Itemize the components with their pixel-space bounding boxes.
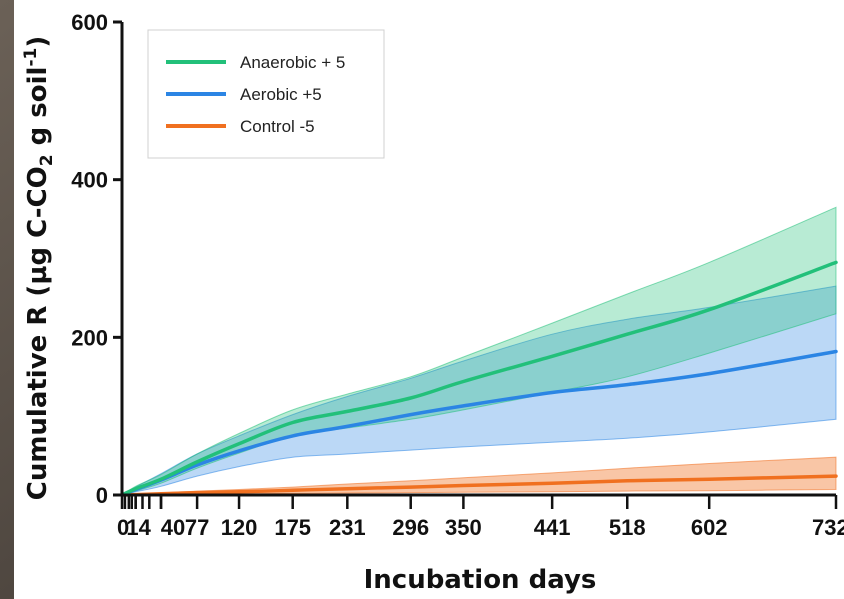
y-tick-label: 400 [71,168,108,193]
x-tick-label: 602 [691,515,728,540]
y-tick-label: 0 [96,483,108,508]
legend-label-2: Control -5 [240,117,315,136]
x-tick-label: 120 [221,515,258,540]
x-tick-label: 40 [161,515,185,540]
x-tick-label: 231 [329,515,366,540]
x-tick-label: 175 [274,515,311,540]
x-tick-label: 0 [117,515,129,540]
y-tick-label: 600 [71,10,108,35]
legend-label-0: Anaerobic + 5 [240,53,345,72]
legend: Anaerobic + 5 Aerobic +5 Control -5 [147,29,385,159]
y-tick-label: 200 [71,325,108,350]
x-tick-label: 77 [185,515,209,540]
x-tick-label: 296 [392,515,429,540]
x-axis-title: Incubation days [364,565,597,595]
axes [113,20,838,509]
x-tick-label: 518 [609,515,646,540]
legend-label-1: Aerobic +5 [240,85,322,104]
y-axis-title: Cumulative R (µg C-CO2 g soil-1) [21,36,57,501]
x-tick-label: 350 [445,515,482,540]
x-tick-label: 14 [126,515,151,540]
line-series-0 [120,260,838,497]
x-tick-label: 441 [534,515,571,540]
x-tick-label: 732 [812,515,844,540]
